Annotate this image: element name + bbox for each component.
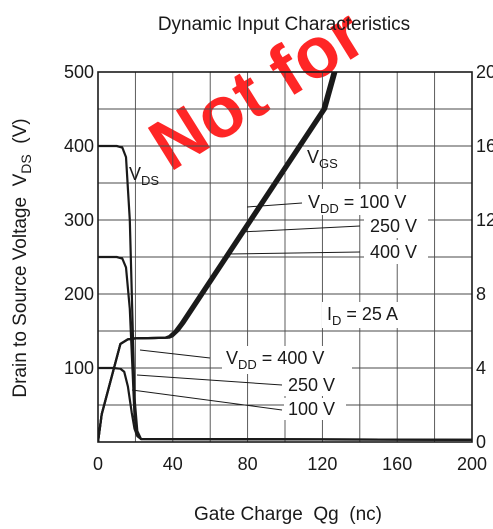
vdd-lower-250: 250 V xyxy=(288,375,335,395)
leader-vdd400-lower xyxy=(139,349,211,359)
y-tick-label: 500 xyxy=(64,62,94,82)
series-line xyxy=(98,366,472,441)
vdd-upper-label-bg xyxy=(303,189,433,215)
annotations: VDS VGS VDD = 100 V 250 V 400 V ID = 25 … xyxy=(129,147,433,420)
vds-label: VDS xyxy=(129,164,159,188)
y2-tick-label: 12 xyxy=(476,210,493,230)
vdd-upper-250-bg xyxy=(364,214,428,238)
x-tick-labels: 0 40 80 120 160 200 xyxy=(93,454,487,474)
leader-vdd400-upper xyxy=(228,251,361,255)
vdd-upper-400-bg xyxy=(364,240,428,264)
x-tick-label: 40 xyxy=(163,454,183,474)
vdd-lower-250-bg xyxy=(284,374,346,396)
x-tick-label: 120 xyxy=(307,454,337,474)
series-lines xyxy=(98,72,472,442)
x-tick-label: 0 xyxy=(93,454,103,474)
id-label-bg xyxy=(322,302,420,328)
y2-tick-label: 8 xyxy=(476,284,486,304)
y-axis-label: Drain to Source Voltage VDS (V) xyxy=(10,118,34,397)
id-label: ID = 25 A xyxy=(327,304,398,328)
vdd-upper-400: 400 V xyxy=(370,242,417,262)
y-tick-label: 100 xyxy=(64,358,94,378)
y2-tick-label: 4 xyxy=(476,358,486,378)
y-axis-label-main: Drain to Source Voltage V xyxy=(10,173,31,397)
y2-tick-label: 16 xyxy=(476,136,493,156)
y-tick-label: 300 xyxy=(64,210,94,230)
vdd-upper-250: 250 V xyxy=(370,216,417,236)
y2-tick-label: 20 xyxy=(476,62,493,82)
y-tick-label: 400 xyxy=(64,136,94,156)
series-line xyxy=(98,144,472,441)
vdd-upper-label: VDD = 100 V xyxy=(308,192,406,216)
y2-tick-label: 0 xyxy=(476,432,486,452)
leader-vdd250-upper xyxy=(240,225,361,233)
y-tick-labels: 100 200 300 400 500 xyxy=(64,62,94,378)
y-axis-label-sub: DS xyxy=(18,154,34,173)
vdd-lower-100-bg xyxy=(284,398,346,420)
leader-vdd100-upper xyxy=(246,202,303,208)
y-axis-label-post: (V) xyxy=(10,118,31,154)
vgs-label: VGS xyxy=(307,147,338,171)
x-axis-label: Gate Charge Qg (nc) xyxy=(194,504,382,525)
leader-lines xyxy=(131,202,361,411)
vdd-lower-100: 100 V xyxy=(288,399,335,419)
series-line xyxy=(98,72,338,442)
vdd-lower-label-bg xyxy=(222,346,352,374)
y2-tick-labels: 0 4 8 12 16 20 xyxy=(476,62,493,452)
x-tick-label: 160 xyxy=(382,454,412,474)
y-tick-label: 200 xyxy=(64,284,94,304)
leader-vdd250-lower xyxy=(136,374,283,386)
x-tick-label: 200 xyxy=(457,454,487,474)
vdd-lower-label: VDD = 400 V xyxy=(226,348,324,372)
chart-title: Dynamic Input Characteristics xyxy=(158,14,410,35)
x-tick-label: 80 xyxy=(238,454,258,474)
leader-vdd100-lower xyxy=(131,389,283,411)
